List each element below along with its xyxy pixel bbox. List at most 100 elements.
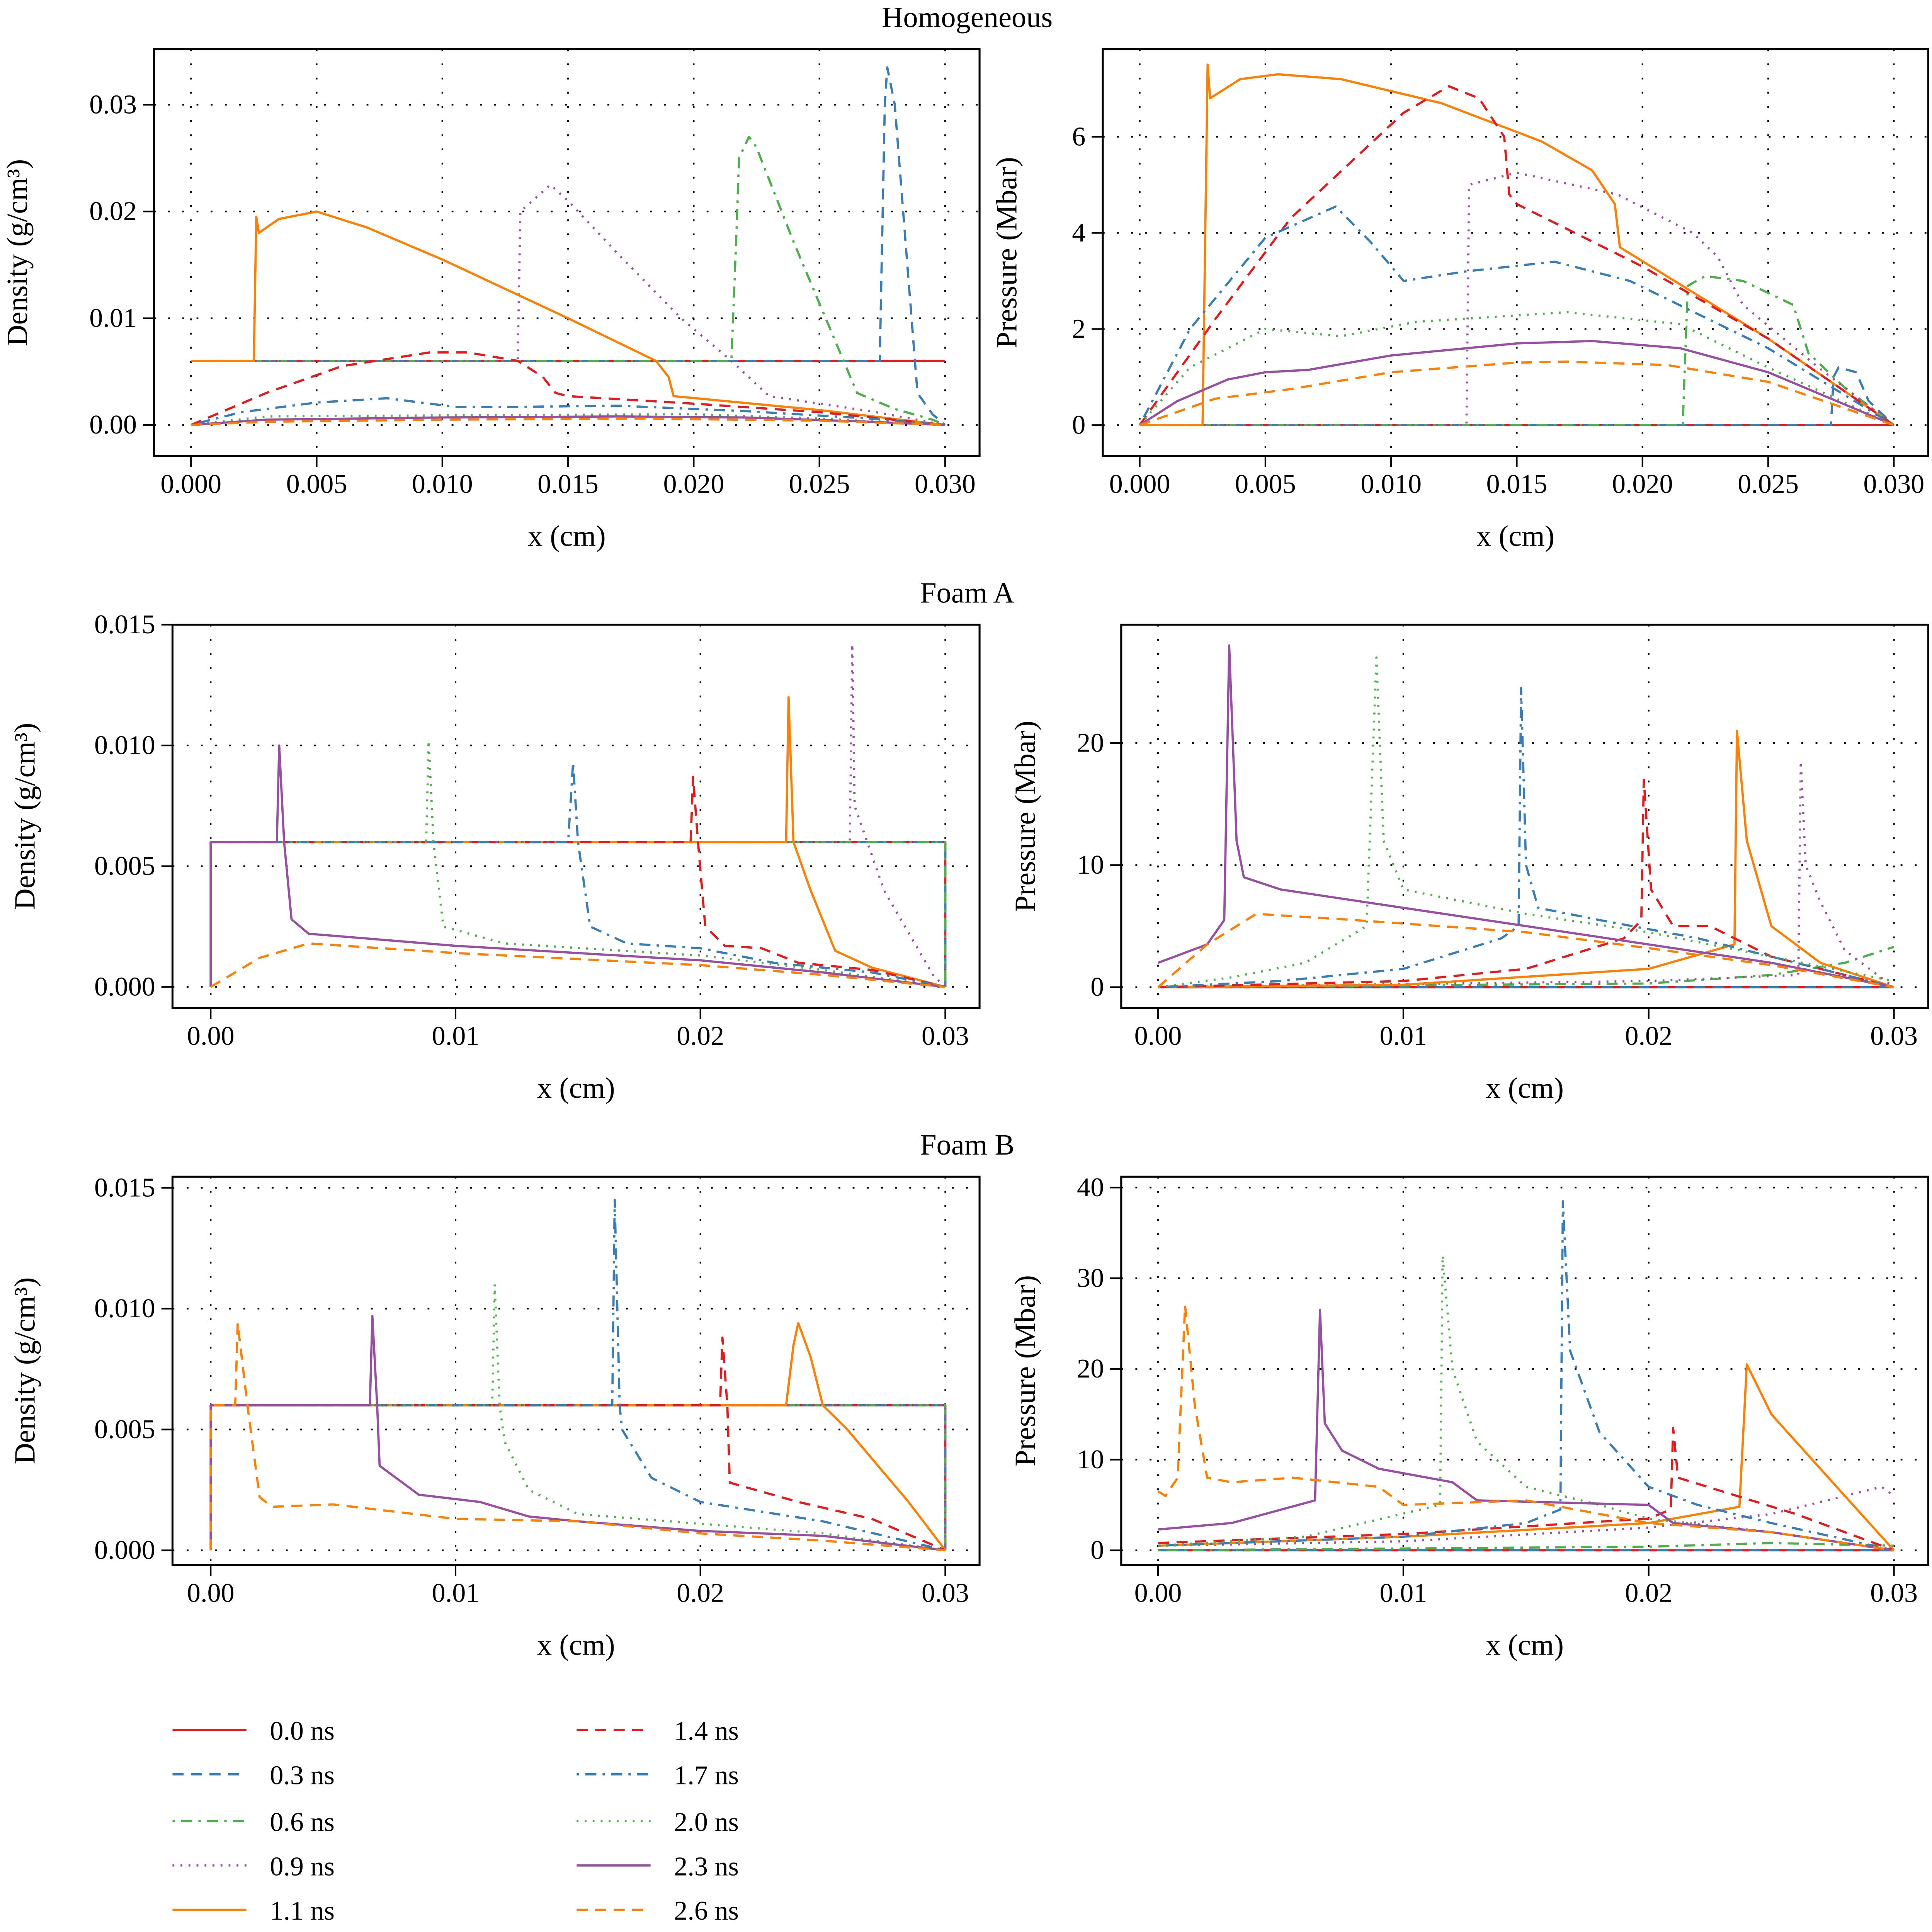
x-tick-label: 0.01 <box>432 1578 480 1608</box>
x-tick-label: 0.03 <box>922 1021 969 1051</box>
y-tick-label: 0.015 <box>94 609 155 639</box>
series-line-2-3-ns <box>191 415 945 426</box>
series-line-1-4-ns <box>211 776 946 988</box>
x-tick-label: 0.00 <box>1134 1578 1182 1608</box>
x-tick-label: 0.025 <box>789 469 850 499</box>
x-tick-label: 0.010 <box>412 469 473 499</box>
series-line-1-4-ns <box>190 351 946 426</box>
legend-item: 0.9 ns <box>172 1851 335 1881</box>
legend-label: 2.0 ns <box>674 1807 739 1837</box>
series-line-0-3-ns <box>1139 366 1895 426</box>
x-tick-label: 0.030 <box>1863 469 1924 499</box>
series-line-1-7-ns <box>1158 687 1895 988</box>
plot-frame <box>1120 624 1929 1009</box>
series-line-2-3-ns <box>1158 644 1895 988</box>
y-tick-label: 0 <box>1072 410 1085 440</box>
series-group <box>1139 63 1895 426</box>
legend-label: 0.0 ns <box>270 1716 335 1746</box>
y-tick-label: 30 <box>1077 1263 1104 1293</box>
y-axis-label: Density (g/cm³) <box>1 159 34 346</box>
legend-item: 0.6 ns <box>172 1807 335 1837</box>
series-group <box>1157 1200 1895 1551</box>
series-line-0-6-ns <box>191 136 946 426</box>
legend-label: 2.3 ns <box>674 1851 739 1881</box>
y-tick-label: 0.010 <box>94 1293 155 1323</box>
y-tick-label: 10 <box>1077 1444 1104 1475</box>
series-line-1-4-ns <box>1158 778 1895 988</box>
x-tick-label: 0.02 <box>677 1021 724 1051</box>
x-tick-label: 0.01 <box>432 1021 480 1051</box>
legend-label: 1.4 ns <box>674 1716 739 1746</box>
plot-frame <box>153 48 981 457</box>
legend-label: 0.9 ns <box>270 1851 335 1881</box>
y-tick-label: 0.005 <box>94 1414 155 1444</box>
series-line-1-7-ns <box>190 397 946 426</box>
section-title-foam-b: Foam B <box>920 1128 1014 1161</box>
y-axis-label: Pressure (Mbar) <box>1009 721 1042 912</box>
panel-pressure-homogeneous: 0.000 0.005 0.010 0.015 0.020 0.025 0.030 0 2 4 6 x… <box>990 48 1929 553</box>
series-group <box>209 643 947 988</box>
x-tick-label: 0.025 <box>1738 469 1799 499</box>
legend-label: 1.7 ns <box>674 1760 739 1790</box>
x-axis-label: x (cm) <box>1476 520 1554 553</box>
y-axis-label: Density (g/cm³) <box>8 1277 41 1464</box>
series-line-0-9-ns <box>1139 172 1895 426</box>
series-line-1-4-ns <box>211 1336 946 1551</box>
x-tick-label: 0.03 <box>922 1578 969 1608</box>
series-line-1-1-ns <box>1139 63 1895 426</box>
series-line-2-0-ns <box>211 739 946 988</box>
series-line-1-7-ns <box>211 1199 946 1551</box>
y-tick-label: 0.015 <box>94 1172 155 1202</box>
x-tick-label: 0.030 <box>915 469 976 499</box>
x-tick-label: 0.020 <box>1612 469 1673 499</box>
legend: 0.0 ns 0.3 ns 0.6 ns 0.9 ns 1.1 ns 1.4 ns 1.7 … <box>172 1716 739 1926</box>
series-line-1-7-ns <box>1139 205 1895 426</box>
y-axis-label: Pressure (Mbar) <box>1009 1275 1042 1466</box>
x-tick-label: 0.03 <box>1870 1578 1918 1608</box>
plot-frame <box>171 1175 981 1566</box>
x-tick-label: 0.015 <box>1486 469 1548 499</box>
series-line-1-7-ns <box>211 761 946 988</box>
y-tick-label: 0.02 <box>89 196 137 226</box>
series-line-0-9-ns <box>1158 1486 1895 1547</box>
legend-item: 1.4 ns <box>577 1716 739 1746</box>
series-line-1-1-ns <box>211 696 946 988</box>
series-line-1-7-ns <box>1158 1200 1895 1551</box>
x-tick-label: 0.00 <box>1134 1021 1182 1051</box>
series-line-0-6-ns <box>1139 275 1895 426</box>
section-title-foam-a: Foam A <box>920 576 1014 609</box>
x-tick-label: 0.000 <box>160 469 221 499</box>
x-axis-label: x (cm) <box>528 520 606 553</box>
legend-item: 1.7 ns <box>577 1760 739 1790</box>
y-tick-label: 0.010 <box>94 730 155 760</box>
series-line-2-3-ns <box>209 744 946 988</box>
series-line-1-1-ns <box>191 210 946 426</box>
series-group <box>209 1199 947 1551</box>
y-tick-label: 0.000 <box>94 1535 155 1565</box>
y-tick-label: 0.005 <box>94 851 155 881</box>
y-axis-label: Density (g/cm³) <box>8 723 41 910</box>
series-group <box>190 66 946 426</box>
series-line-2-3-ns <box>1158 1309 1894 1551</box>
legend-label: 0.6 ns <box>270 1807 335 1837</box>
series-line-2-6-ns <box>191 417 945 426</box>
legend-label: 0.3 ns <box>270 1760 335 1790</box>
series-line-0-9-ns <box>211 643 946 988</box>
series-line-1-4-ns <box>1158 1427 1895 1551</box>
series-line-1-1-ns <box>1158 1363 1895 1551</box>
series-line-2-6-ns <box>1157 1304 1894 1551</box>
series-line-0-9-ns <box>1158 760 1895 988</box>
series-line-0-6-ns <box>1158 946 1895 988</box>
y-tick-label: 40 <box>1077 1172 1104 1202</box>
y-axis-label: Pressure (Mbar) <box>990 157 1023 348</box>
legend-label: 2.6 ns <box>674 1896 739 1926</box>
y-tick-label: 20 <box>1077 728 1104 758</box>
y-tick-label: 10 <box>1077 850 1104 880</box>
legend-item: 0.0 ns <box>172 1716 335 1746</box>
x-tick-label: 0.005 <box>1235 469 1296 499</box>
series-line-1-4-ns <box>1139 85 1895 426</box>
panel-density-foam-b: 0.00 0.01 0.02 0.03 0.000 0.005 0.010 0.015 x (c… <box>8 1172 981 1662</box>
y-tick-label: 0.03 <box>89 89 137 119</box>
panel-density-foam-a: 0.00 0.01 0.02 0.03 0.000 0.005 0.010 0.015 x (c… <box>8 609 981 1104</box>
x-tick-label: 0.015 <box>537 469 599 499</box>
